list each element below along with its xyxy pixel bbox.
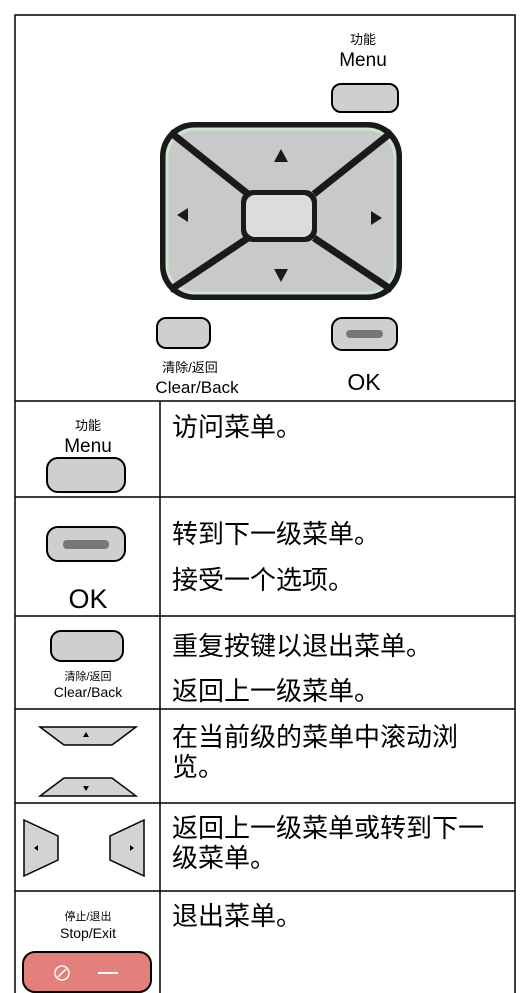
- description: 重复按键以退出菜单。: [172, 632, 433, 662]
- key-label: OK: [68, 584, 107, 614]
- key-label: Clear/Back: [54, 684, 123, 700]
- menu-label-cn: 功能: [350, 32, 376, 47]
- ok-label: OK: [347, 369, 381, 395]
- description: 在当前级的菜单中滚动浏览。: [172, 723, 459, 783]
- ok-key: [46, 526, 126, 562]
- menu-button: [331, 83, 399, 113]
- key-label-cn: 功能: [75, 418, 101, 433]
- description: 退出菜单。: [172, 902, 303, 932]
- menu-key: [46, 457, 126, 493]
- description: 接受一个选项。: [172, 566, 355, 596]
- description: 转到下一级菜单。: [172, 520, 381, 550]
- key-label: Stop/Exit: [60, 925, 116, 941]
- ok-button: [331, 317, 398, 351]
- left-right-keys: [23, 818, 145, 878]
- stop-key: [22, 951, 152, 993]
- key-label-cn: 清除/返回: [64, 669, 111, 683]
- clear-button: [156, 317, 211, 349]
- menu-label: Menu: [339, 50, 387, 71]
- clear-key: [50, 630, 124, 662]
- key-label-cn: 停止/退出: [64, 909, 111, 923]
- description: 返回上一级菜单或转到下一级菜单。: [172, 814, 485, 874]
- dpad: [160, 122, 402, 300]
- description: 返回上一级菜单。: [172, 677, 381, 707]
- key-label: Menu: [64, 436, 112, 457]
- clear-label: Clear/Back: [155, 378, 239, 397]
- table-frame: [14, 14, 516, 993]
- description: 访问菜单。: [172, 413, 303, 443]
- clear-label-cn: 清除/返回: [162, 360, 218, 375]
- up-down-keys: [37, 726, 139, 797]
